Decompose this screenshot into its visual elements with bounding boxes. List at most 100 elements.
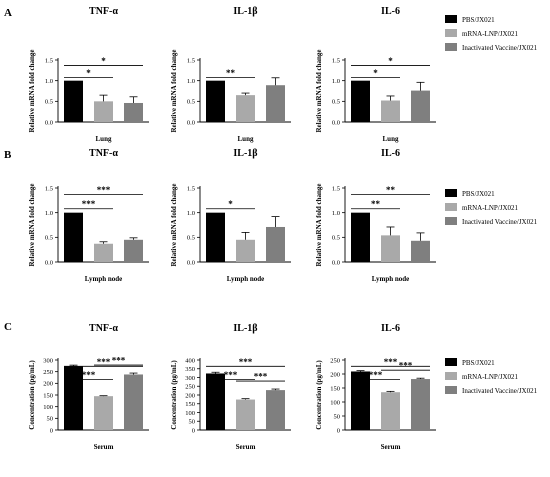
y-tick-label: 1.0 <box>187 78 195 85</box>
chart-title: IL-1β <box>233 6 257 17</box>
y-tick-label: 1.0 <box>187 210 195 217</box>
bar <box>411 90 430 122</box>
y-tick-label: 150 <box>43 392 53 399</box>
significance-label: ** <box>371 199 381 209</box>
y-tick-label: 1.5 <box>45 57 53 64</box>
y-tick-label: 0 <box>337 427 340 434</box>
y-tick-label: 0.0 <box>187 119 195 126</box>
bar <box>266 226 285 262</box>
chart-title: IL-6 <box>381 148 400 159</box>
y-tick-label: 0.5 <box>187 235 195 242</box>
chart-title: IL-6 <box>381 323 400 334</box>
legend-entry: mRNA-LNP/JX021 <box>462 30 519 38</box>
significance-label: * <box>101 56 106 66</box>
y-tick-label: 0.0 <box>45 259 53 266</box>
significance-label: ** <box>386 185 396 195</box>
y-axis-label: Relative mRNA fold change <box>170 183 178 266</box>
significance-label: *** <box>82 199 96 209</box>
y-axis-label: Relative mRNA fold change <box>170 49 178 132</box>
significance-label: *** <box>97 357 111 367</box>
legend-entry: Inactivated Vaccine/JX021 <box>462 218 538 226</box>
legend-swatch <box>445 29 457 37</box>
y-tick-label: 0.0 <box>187 259 195 266</box>
chart-c-1: TNF-α 0 50 100 150 200 250 300 Concentration (pg… <box>28 323 149 451</box>
bar <box>94 243 113 262</box>
bar <box>236 95 255 122</box>
y-tick-label: 250 <box>330 357 340 364</box>
significance-label: * <box>228 199 233 209</box>
chart-c-3: IL-6 0 50 100 150 200 250 Concentration (pg/mL)… <box>315 323 436 451</box>
x-axis-label: Lymph node <box>85 275 123 283</box>
y-tick-label: 0 <box>192 427 195 434</box>
x-axis-label: Serum <box>94 443 114 451</box>
significance-label: *** <box>369 370 383 380</box>
legend-entry: Inactivated Vaccine/JX021 <box>462 387 538 395</box>
bar <box>94 101 113 122</box>
legend-entry: PBS/JX021 <box>462 190 495 198</box>
legend-swatch <box>445 358 457 366</box>
y-tick-label: 150 <box>330 385 340 392</box>
x-axis-label: Lymph node <box>227 275 265 283</box>
bar <box>206 212 225 262</box>
legend-entry: Inactivated Vaccine/JX021 <box>462 44 538 52</box>
panel-letter-c: C <box>4 321 12 333</box>
bar <box>381 392 400 430</box>
legend-swatch <box>445 43 457 51</box>
y-tick-label: 1.5 <box>45 185 53 192</box>
y-tick-label: 1.5 <box>187 185 195 192</box>
legend-entry: mRNA-LNP/JX021 <box>462 373 519 381</box>
legend-entry: PBS/JX021 <box>462 359 495 367</box>
y-tick-label: 0.5 <box>45 99 53 106</box>
bar <box>124 102 143 122</box>
bar <box>124 374 143 430</box>
significance-label: * <box>86 68 91 78</box>
x-axis-label: Serum <box>381 443 401 451</box>
y-tick-label: 1.5 <box>332 185 340 192</box>
y-tick-label: 1.0 <box>45 210 53 217</box>
legend-b: PBS/JX021 mRNA-LNP/JX021 Inactivated Vacci… <box>445 189 538 226</box>
chart-a-3: IL-6 0.0 0.5 1.0 1.5 Relative mRNA fold chang… <box>315 6 436 143</box>
bar <box>411 379 430 430</box>
significance-label: *** <box>239 357 253 367</box>
significance-label: *** <box>224 370 238 380</box>
y-tick-label: 50 <box>47 416 54 423</box>
bar <box>64 80 83 122</box>
x-axis-label: Serum <box>236 443 256 451</box>
y-tick-label: 1.5 <box>332 57 340 64</box>
y-tick-label: 200 <box>330 371 340 378</box>
legend-swatch <box>445 217 457 225</box>
y-tick-label: 300 <box>185 375 195 382</box>
y-tick-label: 350 <box>185 366 195 373</box>
chart-title: IL-1β <box>233 148 257 159</box>
panel-letter-b: B <box>4 149 12 161</box>
y-tick-label: 0.5 <box>332 99 340 106</box>
chart-title: IL-1β <box>233 323 257 334</box>
significance-label: *** <box>399 361 413 371</box>
bar <box>206 373 225 430</box>
y-tick-label: 0.0 <box>45 119 53 126</box>
significance-label: *** <box>384 357 398 367</box>
legend-swatch <box>445 15 457 23</box>
y-tick-label: 100 <box>43 404 53 411</box>
chart-b-2: IL-1β 0.0 0.5 1.0 1.5 Relative mRNA fold chan… <box>170 148 291 283</box>
chart-title: TNF-α <box>89 323 118 334</box>
y-tick-label: 100 <box>330 399 340 406</box>
legend-entry: mRNA-LNP/JX021 <box>462 204 519 212</box>
bar <box>236 239 255 262</box>
significance-label: ** <box>226 68 236 78</box>
significance-label: * <box>388 56 393 66</box>
y-tick-label: 300 <box>43 357 53 364</box>
significance-label: *** <box>254 372 268 382</box>
y-axis-label: Relative mRNA fold change <box>28 183 36 266</box>
y-tick-label: 250 <box>185 384 195 391</box>
significance-label: *** <box>97 185 111 195</box>
significance-label: *** <box>112 356 126 366</box>
legend-swatch <box>445 203 457 211</box>
legend-a: PBS/JX021 mRNA-LNP/JX021 Inactivated Vacci… <box>445 15 538 52</box>
y-tick-label: 0.0 <box>332 259 340 266</box>
y-tick-label: 50 <box>189 419 196 426</box>
y-tick-label: 1.5 <box>187 57 195 64</box>
bar <box>351 212 370 262</box>
